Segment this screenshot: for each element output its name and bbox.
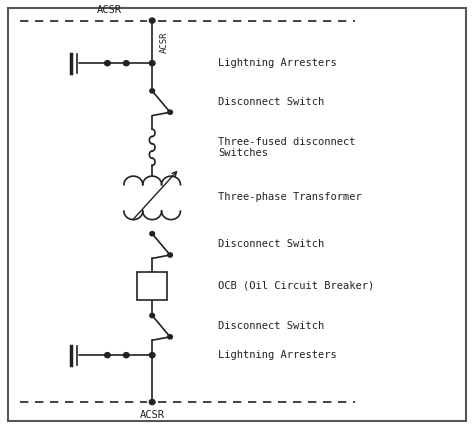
Circle shape: [168, 110, 173, 115]
Circle shape: [149, 353, 155, 358]
Text: Disconnect Switch: Disconnect Switch: [218, 321, 324, 331]
Circle shape: [123, 60, 129, 66]
Circle shape: [150, 232, 155, 236]
Text: ACSR: ACSR: [140, 410, 164, 420]
Circle shape: [105, 60, 110, 66]
Circle shape: [150, 313, 155, 317]
Text: Three-phase Transformer: Three-phase Transformer: [218, 193, 362, 202]
Circle shape: [149, 18, 155, 23]
Circle shape: [149, 60, 155, 66]
Text: Disconnect Switch: Disconnect Switch: [218, 97, 324, 106]
Text: Lightning Arresters: Lightning Arresters: [218, 350, 337, 360]
Text: ACSR: ACSR: [160, 31, 169, 53]
Text: OCB (Oil Circuit Breaker): OCB (Oil Circuit Breaker): [218, 281, 374, 291]
Text: Disconnect Switch: Disconnect Switch: [218, 239, 324, 249]
Circle shape: [150, 89, 155, 93]
Circle shape: [123, 353, 129, 358]
Circle shape: [149, 399, 155, 405]
Circle shape: [105, 353, 110, 358]
Text: ACSR: ACSR: [97, 6, 122, 15]
Text: Three-fused disconnect
Switches: Three-fused disconnect Switches: [218, 136, 356, 158]
Text: Lightning Arresters: Lightning Arresters: [218, 58, 337, 68]
Circle shape: [168, 253, 173, 257]
Circle shape: [168, 335, 173, 339]
Bar: [137, 272, 167, 299]
